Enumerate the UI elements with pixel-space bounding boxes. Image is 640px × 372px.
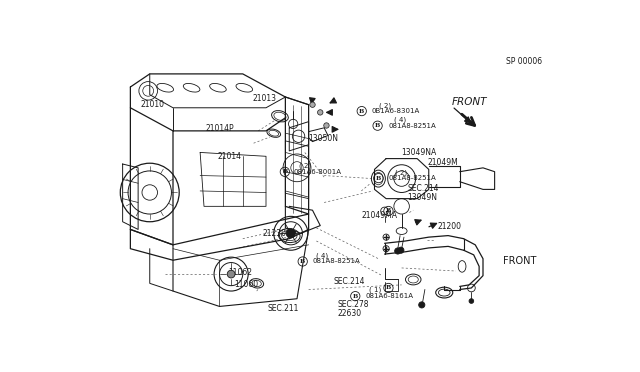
Text: B: B bbox=[300, 259, 305, 264]
Text: SEC.214: SEC.214 bbox=[334, 277, 365, 286]
Circle shape bbox=[317, 110, 323, 115]
Text: 081A8-8251A: 081A8-8251A bbox=[388, 175, 436, 181]
Circle shape bbox=[419, 302, 425, 308]
Text: 13050N: 13050N bbox=[308, 134, 338, 142]
Text: 21049MA: 21049MA bbox=[362, 211, 397, 220]
Text: B: B bbox=[353, 294, 358, 299]
Circle shape bbox=[395, 248, 401, 254]
Text: SEC.214: SEC.214 bbox=[408, 184, 439, 193]
Text: SEC.278: SEC.278 bbox=[338, 300, 369, 309]
Text: ( 4): ( 4) bbox=[316, 253, 328, 259]
Text: SP 00006: SP 00006 bbox=[506, 57, 541, 66]
Text: B: B bbox=[282, 169, 287, 174]
Text: 13049NA: 13049NA bbox=[401, 148, 436, 157]
Text: B: B bbox=[376, 176, 381, 181]
Text: ( 2): ( 2) bbox=[396, 169, 408, 176]
Text: 0B1A6-8301A: 0B1A6-8301A bbox=[372, 108, 420, 114]
Text: 21010: 21010 bbox=[140, 100, 164, 109]
Text: 081A6-8161A: 081A6-8161A bbox=[365, 293, 413, 299]
Text: 11060: 11060 bbox=[234, 280, 259, 289]
Text: B: B bbox=[386, 208, 391, 214]
Text: 081A6-8001A: 081A6-8001A bbox=[293, 169, 341, 175]
Text: 081A8-8251A: 081A8-8251A bbox=[388, 123, 436, 129]
Text: ( 2): ( 2) bbox=[379, 102, 390, 109]
Text: 13049N: 13049N bbox=[408, 193, 437, 202]
Text: B: B bbox=[359, 109, 364, 113]
Text: 11062: 11062 bbox=[228, 268, 253, 277]
Text: B: B bbox=[375, 123, 380, 128]
Text: 21014P: 21014P bbox=[205, 124, 234, 133]
Text: 081A8-8251A: 081A8-8251A bbox=[312, 259, 360, 264]
Text: FRONT: FRONT bbox=[452, 97, 488, 108]
Text: 21200: 21200 bbox=[437, 222, 461, 231]
Text: 21014: 21014 bbox=[218, 152, 242, 161]
Text: B: B bbox=[386, 285, 391, 291]
Text: FRONT: FRONT bbox=[502, 256, 536, 266]
Circle shape bbox=[227, 270, 235, 278]
Circle shape bbox=[324, 123, 329, 128]
Text: ( 1): ( 1) bbox=[369, 287, 381, 294]
Text: 21013: 21013 bbox=[253, 94, 276, 103]
Text: 21230: 21230 bbox=[262, 229, 287, 238]
Circle shape bbox=[397, 247, 404, 253]
Text: SEC.211: SEC.211 bbox=[268, 304, 299, 312]
Text: 21049M: 21049M bbox=[428, 158, 458, 167]
Text: ( 4): ( 4) bbox=[394, 117, 406, 123]
Circle shape bbox=[286, 229, 296, 238]
Circle shape bbox=[310, 102, 316, 108]
Text: 22630: 22630 bbox=[338, 309, 362, 318]
Circle shape bbox=[469, 299, 474, 303]
Text: ( 2): ( 2) bbox=[299, 163, 311, 169]
